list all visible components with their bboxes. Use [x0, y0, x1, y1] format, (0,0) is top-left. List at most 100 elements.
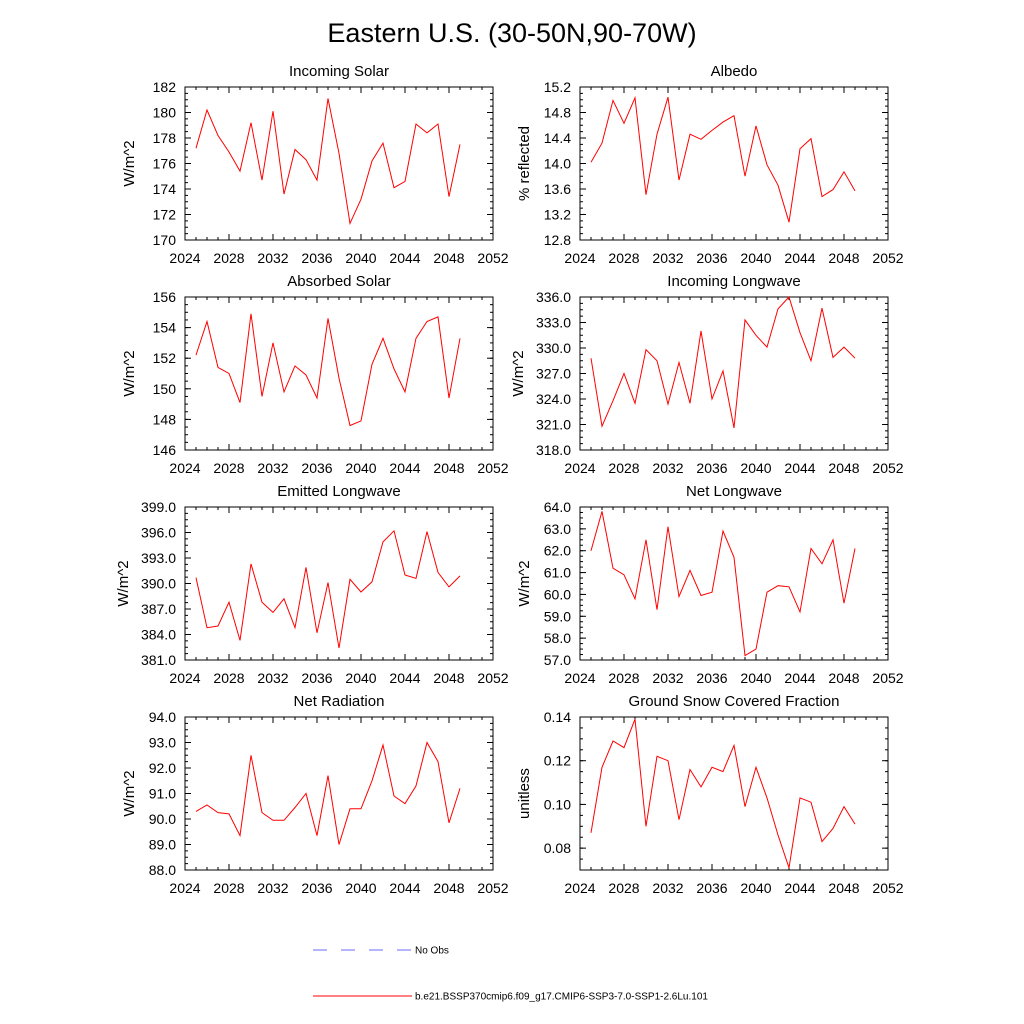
x-tick-label: 2048 [828, 460, 859, 476]
x-tick-label: 2024 [564, 250, 595, 266]
x-tick-label: 2040 [345, 880, 376, 896]
y-tick-label: 399.0 [141, 499, 176, 515]
y-tick-label: 381.0 [141, 652, 176, 668]
panel-title: Net Longwave [686, 483, 782, 500]
series-line [195, 313, 461, 427]
panel-title: Emitted Longwave [277, 483, 400, 500]
x-tick-label: 2044 [784, 670, 815, 686]
y-tick-label: 176 [153, 156, 177, 172]
y-tick-label: 156 [153, 289, 177, 305]
x-tick-label: 2048 [828, 880, 859, 896]
x-tick-label: 2040 [740, 670, 771, 686]
y-tick-label: 0.08 [544, 840, 571, 856]
x-tick-label: 2028 [608, 880, 639, 896]
x-tick-label: 2048 [433, 460, 464, 476]
x-tick-label: 2044 [784, 880, 815, 896]
x-tick-label: 2024 [169, 670, 200, 686]
panel-title: Net Radiation [294, 693, 385, 710]
y-tick-label: 336.0 [536, 289, 571, 305]
panel-incoming-longwave: Incoming Longwave 2024 2028 2032 2036 2040 204… [510, 273, 904, 476]
panel-title: Ground Snow Covered Fraction [629, 693, 840, 710]
x-tick-label: 2052 [872, 250, 903, 266]
x-tick-label: 2032 [257, 250, 288, 266]
y-axis-label: W/m^2 [121, 770, 138, 816]
y-tick-label: 13.6 [544, 181, 571, 197]
x-tick-label: 2044 [389, 250, 420, 266]
y-tick-label: 93.0 [149, 735, 176, 751]
x-tick-label: 2024 [169, 460, 200, 476]
figure-title: Eastern U.S. (30-50N,90-70W) [327, 18, 696, 48]
y-tick-label: 321.0 [536, 417, 571, 433]
x-tick-label: 2044 [389, 880, 420, 896]
panel-net-radiation: Net Radiation 2024 2028 2032 2036 2040 2044 204… [121, 693, 509, 896]
x-tick-label: 2036 [696, 880, 727, 896]
series-line [590, 296, 856, 428]
plot-frame [184, 86, 494, 241]
x-tick-label: 2040 [345, 250, 376, 266]
y-axis-label: W/m^2 [510, 350, 527, 396]
x-tick-label: 2040 [345, 670, 376, 686]
panel-net-longwave: Net Longwave 2024 2028 2032 2036 2040 2044 2048… [516, 483, 904, 686]
x-tick-label: 2036 [696, 250, 727, 266]
y-axis-label: W/m^2 [121, 140, 138, 186]
y-axis-label: W/m^2 [115, 560, 132, 606]
x-tick-label: 2044 [389, 670, 420, 686]
y-tick-label: 390.0 [141, 576, 176, 592]
y-tick-label: 152 [153, 350, 177, 366]
legend-model-label: b.e21.BSSP370cmip6.f09_g17.CMIP6-SSP3-7.… [415, 992, 708, 1003]
y-tick-label: 172 [153, 207, 177, 223]
y-tick-label: 0.12 [544, 753, 571, 769]
y-tick-label: 318.0 [536, 442, 571, 458]
series-line [590, 511, 856, 657]
x-tick-label: 2028 [608, 250, 639, 266]
y-tick-label: 384.0 [141, 627, 176, 643]
y-axis-label: % reflected [516, 126, 533, 201]
x-tick-label: 2052 [477, 880, 508, 896]
panel-albedo: Albedo 2024 2028 2032 2036 2040 2044 2048 2052 12… [516, 63, 904, 266]
x-tick-label: 2048 [433, 250, 464, 266]
x-tick-label: 2024 [169, 880, 200, 896]
plot-frame [184, 296, 494, 451]
y-tick-label: 178 [153, 130, 177, 146]
panel-incoming-solar: Incoming Solar 2024 2028 2032 2036 2040 2044 20… [121, 63, 509, 266]
x-tick-label: 2048 [433, 670, 464, 686]
y-tick-label: 57.0 [544, 652, 571, 668]
x-tick-label: 2036 [301, 880, 332, 896]
x-tick-label: 2028 [213, 460, 244, 476]
y-tick-label: 333.0 [536, 315, 571, 331]
x-tick-label: 2032 [257, 460, 288, 476]
y-tick-label: 396.0 [141, 525, 176, 541]
x-tick-label: 2036 [696, 460, 727, 476]
y-axis-label: W/m^2 [516, 560, 533, 606]
y-tick-label: 62.0 [544, 543, 571, 559]
x-tick-label: 2044 [389, 460, 420, 476]
x-tick-label: 2040 [740, 880, 771, 896]
x-tick-label: 2024 [564, 670, 595, 686]
panel-absorbed-solar: Absorbed Solar 2024 2028 2032 2036 2040 2044 20… [121, 273, 509, 476]
legend: No Obs b.e21.BSSP370cmip6.f09_g17.CMIP6-… [313, 946, 708, 1003]
y-tick-label: 64.0 [544, 499, 571, 515]
y-tick-label: 88.0 [149, 862, 176, 878]
y-tick-label: 63.0 [544, 521, 571, 537]
y-tick-label: 330.0 [536, 340, 571, 356]
y-axis-label: unitless [516, 768, 533, 819]
x-tick-label: 2048 [433, 880, 464, 896]
y-tick-label: 170 [153, 232, 177, 248]
x-tick-label: 2048 [828, 670, 859, 686]
x-tick-label: 2040 [740, 250, 771, 266]
x-tick-label: 2024 [564, 880, 595, 896]
panel-ground-snow-covered-fraction: Ground Snow Covered Fraction 2024 2028 2032… [516, 693, 904, 896]
y-tick-label: 0.14 [544, 709, 571, 725]
x-tick-label: 2028 [213, 670, 244, 686]
y-tick-label: 60.0 [544, 586, 571, 602]
y-tick-label: 91.0 [149, 786, 176, 802]
y-tick-label: 182 [153, 79, 177, 95]
x-tick-label: 2032 [257, 880, 288, 896]
x-tick-label: 2036 [696, 670, 727, 686]
y-tick-label: 150 [153, 381, 177, 397]
legend-obs-label: No Obs [415, 946, 449, 957]
x-tick-label: 2024 [564, 460, 595, 476]
plot-frame [579, 506, 889, 661]
x-tick-label: 2024 [169, 250, 200, 266]
y-tick-label: 387.0 [141, 601, 176, 617]
